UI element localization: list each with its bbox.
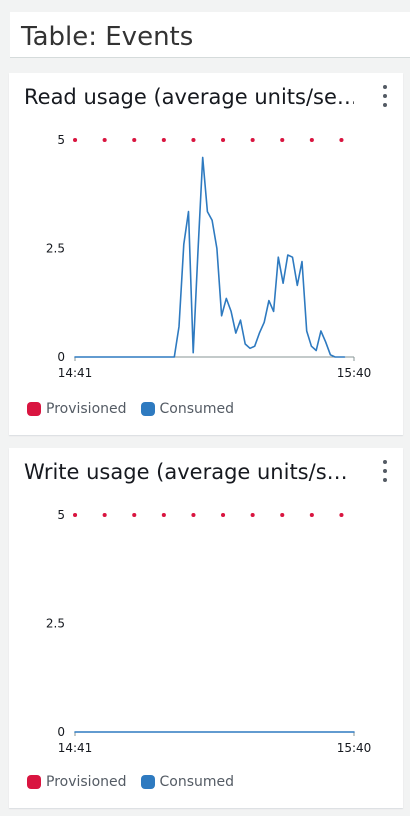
y-tick-label: 5 — [57, 133, 65, 147]
read-usage-card: Read usage (average units/se… 0 2.5 5 14:41… — [9, 73, 403, 435]
y-tick-label: 2.5 — [46, 242, 65, 256]
x-tick-label: 15:40 — [337, 741, 372, 755]
consumed-swatch — [140, 402, 155, 416]
card-title: Write usage (average units/s… — [24, 460, 348, 484]
x-tick-label: 14:41 — [58, 741, 93, 755]
y-tick-label: 5 — [57, 508, 65, 522]
provisioned-swatch — [27, 402, 41, 416]
legend: Provisioned Consumed — [27, 401, 248, 417]
y-tick-label: 2.5 — [46, 617, 65, 631]
y-tick-label: 0 — [57, 350, 65, 364]
card-title: Read usage (average units/se… — [24, 85, 354, 109]
page-title: Table: Events — [21, 22, 194, 52]
legend-label: Provisioned — [46, 401, 127, 417]
more-options-icon[interactable] — [377, 460, 393, 482]
legend: Provisioned Consumed — [27, 774, 248, 790]
read-usage-chart: 0 2.5 5 14:41 15:40 — [46, 133, 372, 380]
legend-item-provisioned[interactable]: Provisioned — [27, 401, 127, 417]
legend-item-consumed[interactable]: Consumed — [140, 401, 235, 417]
series-line-consumed — [74, 156, 346, 358]
x-tick-label: 15:40 — [337, 366, 372, 380]
consumed-swatch — [140, 775, 155, 789]
provisioned-swatch — [27, 775, 41, 789]
legend-label: Consumed — [159, 401, 235, 417]
legend-label: Provisioned — [46, 774, 127, 790]
legend-item-provisioned[interactable]: Provisioned — [27, 774, 127, 790]
write-usage-chart: 0 2.5 5 14:41 15:40 — [46, 508, 372, 755]
x-tick-label: 14:41 — [58, 366, 93, 380]
legend-item-consumed[interactable]: Consumed — [140, 774, 235, 790]
y-tick-label: 0 — [57, 725, 65, 739]
page-header: Table: Events — [10, 12, 410, 58]
legend-label: Consumed — [159, 774, 235, 790]
write-usage-card: Write usage (average units/s… 0 2.5 5 14:41… — [9, 448, 403, 808]
more-options-icon[interactable] — [377, 85, 393, 107]
